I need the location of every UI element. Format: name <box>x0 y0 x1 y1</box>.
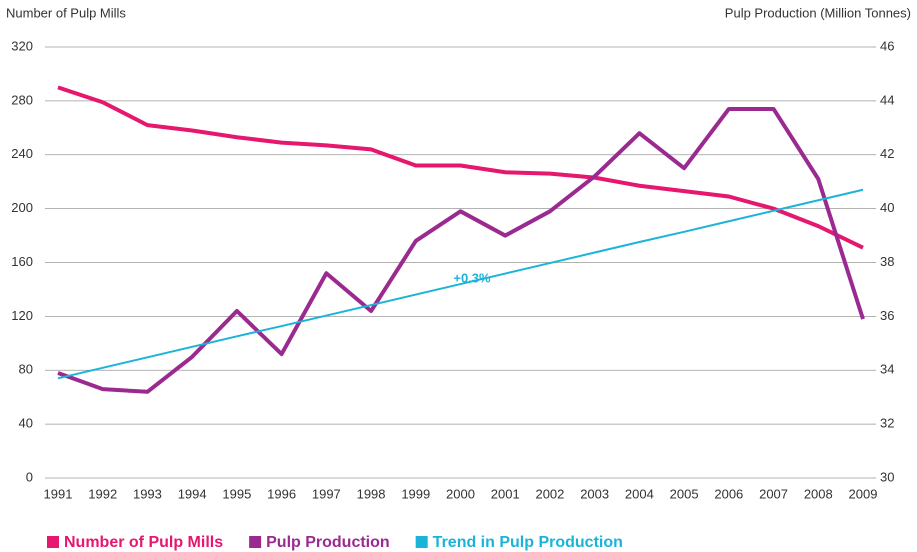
x-tick-label: 2007 <box>759 486 788 501</box>
x-tick-label: 2005 <box>670 486 699 501</box>
x-tick-label: 2009 <box>849 486 878 501</box>
y2-tick-label: 42 <box>880 146 894 161</box>
y2-tick-label: 32 <box>880 416 894 431</box>
y2-tick-label: 30 <box>880 469 894 484</box>
y2-axis-title: Pulp Production (Million Tonnes) <box>725 5 911 20</box>
y2-tick-label: 44 <box>880 92 894 107</box>
legend-swatch <box>47 536 59 548</box>
y-tick-label: 0 <box>26 469 33 484</box>
y-tick-label: 280 <box>11 92 33 107</box>
x-tick-label: 1996 <box>267 486 296 501</box>
series-line <box>57 188 864 380</box>
x-tick-label: 2006 <box>714 486 743 501</box>
x-tick-label: 2004 <box>625 486 654 501</box>
y-tick-label: 120 <box>11 308 33 323</box>
x-tick-label: 1997 <box>312 486 341 501</box>
y-tick-label: 320 <box>11 38 33 53</box>
x-tick-label: 1992 <box>88 486 117 501</box>
y-axis-title: Number of Pulp Mills <box>6 5 126 20</box>
x-tick-label: 2008 <box>804 486 833 501</box>
y2-tick-label: 38 <box>880 254 894 269</box>
legend-label: Pulp Production <box>266 534 390 551</box>
x-tick-label: 2001 <box>491 486 520 501</box>
x-tick-label: 2003 <box>580 486 609 501</box>
x-tick-label: 1993 <box>133 486 162 501</box>
x-tick-label: 1991 <box>44 486 73 501</box>
x-tick-label: 1999 <box>401 486 430 501</box>
legend-label: Number of Pulp Mills <box>64 534 223 551</box>
y-tick-label: 40 <box>19 416 33 431</box>
x-tick-label: 1994 <box>178 486 207 501</box>
y-tick-label: 80 <box>19 362 33 377</box>
series-line <box>57 85 864 250</box>
series-line <box>57 106 865 394</box>
legend-label: Trend in Pulp Production <box>433 534 623 551</box>
x-tick-label: 1998 <box>357 486 386 501</box>
x-tick-label: 1995 <box>222 486 251 501</box>
y2-tick-label: 34 <box>880 362 894 377</box>
y-tick-label: 160 <box>11 254 33 269</box>
legend-swatch <box>249 536 262 548</box>
annotation: +0.3% <box>453 270 491 285</box>
y-tick-label: 200 <box>11 200 33 215</box>
y2-tick-label: 40 <box>880 200 894 215</box>
y-tick-label: 240 <box>11 146 33 161</box>
legend-swatch <box>415 536 428 548</box>
x-tick-label: 2002 <box>535 486 564 501</box>
x-tick-label: 2000 <box>446 486 475 501</box>
y2-tick-label: 46 <box>880 38 894 53</box>
y2-tick-label: 36 <box>880 308 894 323</box>
